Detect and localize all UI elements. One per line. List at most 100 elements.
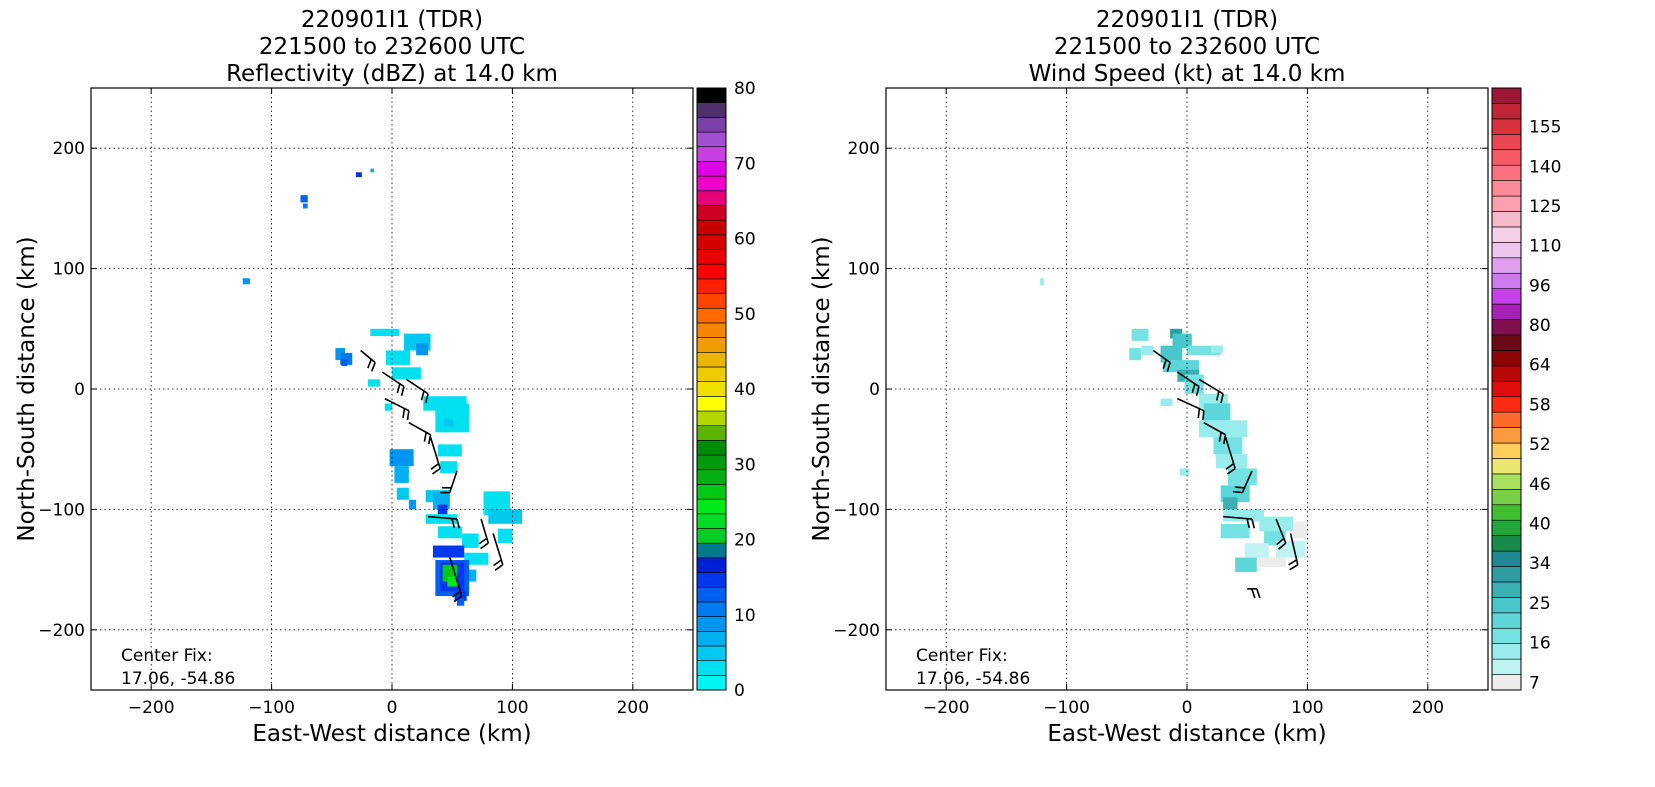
- colorbar-swatch: [1491, 134, 1522, 151]
- wind-barb-flag: [1226, 467, 1236, 475]
- wind-barb-flag: [1166, 362, 1171, 372]
- wind-barb-flag: [1202, 410, 1205, 421]
- colorbar-swatch: [696, 557, 727, 573]
- echo-layer: [242, 168, 523, 606]
- colorbar-swatch: [1491, 319, 1522, 336]
- wind-barb-flag: [1277, 542, 1287, 550]
- colorbar-swatch: [696, 102, 727, 118]
- colorbar-tick-label: 7: [1529, 673, 1540, 693]
- echo-cell: [488, 509, 523, 524]
- wind-barb-flag: [1225, 463, 1235, 470]
- x-tick-label: −200: [128, 698, 175, 718]
- colorbar-swatch: [696, 425, 727, 441]
- colorbar-swatch: [1491, 581, 1522, 598]
- colorbar-swatch: [696, 117, 727, 133]
- colorbar-swatch: [696, 131, 727, 148]
- colorbar-swatch: [696, 630, 727, 647]
- echo-cell: [425, 514, 458, 524]
- colorbar-swatch: [1491, 597, 1522, 614]
- echo-cell: [497, 528, 513, 544]
- wind-barb: [360, 349, 376, 364]
- wind-barb-flag: [1162, 359, 1167, 369]
- echo-cell: [396, 487, 409, 500]
- wind-barb-flag: [1251, 588, 1256, 599]
- colorbar-tick-label: 20: [734, 531, 756, 551]
- colorbar-swatch: [1491, 303, 1522, 320]
- wind-barb-flag: [453, 595, 463, 603]
- colorbar-tick-label: 140: [1529, 157, 1561, 177]
- x-axis-label: East-West distance (km): [252, 721, 531, 747]
- wind-barb-flag: [478, 537, 488, 545]
- echo-cell: [447, 576, 458, 587]
- echo-cell: [1215, 454, 1248, 469]
- colorbar-swatch: [696, 454, 727, 471]
- y-tick-label: −200: [38, 621, 85, 641]
- colorbar-swatch: [696, 675, 727, 691]
- wind-barb-flag: [1197, 408, 1201, 419]
- echo-cell: [341, 358, 348, 367]
- colorbar-swatch: [696, 146, 727, 162]
- colorbar-swatch: [1491, 195, 1522, 212]
- colorbar-swatch: [1491, 442, 1522, 459]
- colorbar-swatch: [696, 161, 727, 177]
- wind-barb-flag: [431, 467, 441, 475]
- chart-title-line: Reflectivity (dBZ) at 14.0 km: [226, 61, 558, 87]
- echo-cell: [437, 444, 462, 457]
- wind-barb-flag: [396, 383, 401, 394]
- echo-layer: [1040, 278, 1308, 573]
- colorbar-swatch: [1491, 257, 1522, 274]
- colorbar-tick-label: 40: [734, 380, 756, 400]
- colorbar-swatch: [696, 249, 727, 265]
- wind-barb-flag: [1232, 490, 1243, 494]
- wind-barb: [429, 436, 441, 469]
- colorbar-tick-label: 58: [1529, 395, 1551, 415]
- x-tick-label: −100: [248, 698, 295, 718]
- wind-barb: [1241, 470, 1253, 493]
- wind-barb-flag: [1220, 393, 1224, 404]
- echo-cell: [1259, 516, 1293, 532]
- colorbar-swatch: [696, 660, 727, 676]
- wind-barb-flag: [1246, 518, 1251, 529]
- y-tick-label: −100: [833, 500, 880, 520]
- colorbar-swatch: [696, 498, 727, 515]
- colorbar-tick-label: 80: [734, 79, 756, 99]
- y-tick-label: 0: [74, 380, 85, 400]
- colorbar-swatch: [1491, 519, 1522, 536]
- colorbar-swatch: [1491, 211, 1522, 228]
- echo-cell: [457, 598, 465, 606]
- colorbar-swatch: [696, 586, 727, 603]
- colorbar-swatch: [696, 307, 727, 324]
- echo-cell: [1199, 420, 1248, 438]
- colorbar-tick-label: 52: [1529, 435, 1551, 455]
- colorbar-tick-label: 70: [734, 154, 756, 174]
- wind-barb-flag: [1289, 564, 1299, 571]
- colorbar-frame: [1491, 87, 1522, 691]
- colorbar-swatch: [696, 351, 727, 368]
- colorbar-swatch: [1491, 288, 1522, 305]
- wind-barb-flag: [1256, 588, 1261, 599]
- colorbar-tick-label: 30: [734, 455, 756, 475]
- x-tick-label: 100: [496, 698, 528, 718]
- reflectivity-panel: 220901I1 (TDR)221500 to 232600 UTCReflec…: [14, 7, 756, 747]
- wind-barb: [492, 533, 504, 566]
- echo-cell: [242, 278, 250, 285]
- colorbar-swatch: [1491, 334, 1522, 351]
- colorbar-swatch: [696, 616, 727, 632]
- wind-barb: [1152, 349, 1171, 364]
- colorbar-tick-label: 10: [734, 606, 756, 626]
- center-fix-annotation: Center Fix:: [916, 646, 1008, 666]
- echo-cell: [437, 526, 462, 539]
- wind-barb-flag: [480, 542, 489, 550]
- echo-cell: [1220, 523, 1250, 539]
- x-tick-label: 0: [387, 698, 398, 718]
- colorbar-swatch: [1491, 674, 1522, 691]
- colorbar-swatch: [1491, 458, 1522, 475]
- echo-cell: [389, 449, 414, 467]
- wind-barb-flag: [456, 518, 461, 529]
- colorbar-swatch: [696, 381, 727, 397]
- wind-barb-flag: [1222, 434, 1227, 445]
- y-tick-label: −200: [833, 621, 880, 641]
- echo-cell: [1162, 360, 1200, 373]
- echo-cell: [1187, 345, 1221, 356]
- colorbar-swatch: [696, 469, 727, 485]
